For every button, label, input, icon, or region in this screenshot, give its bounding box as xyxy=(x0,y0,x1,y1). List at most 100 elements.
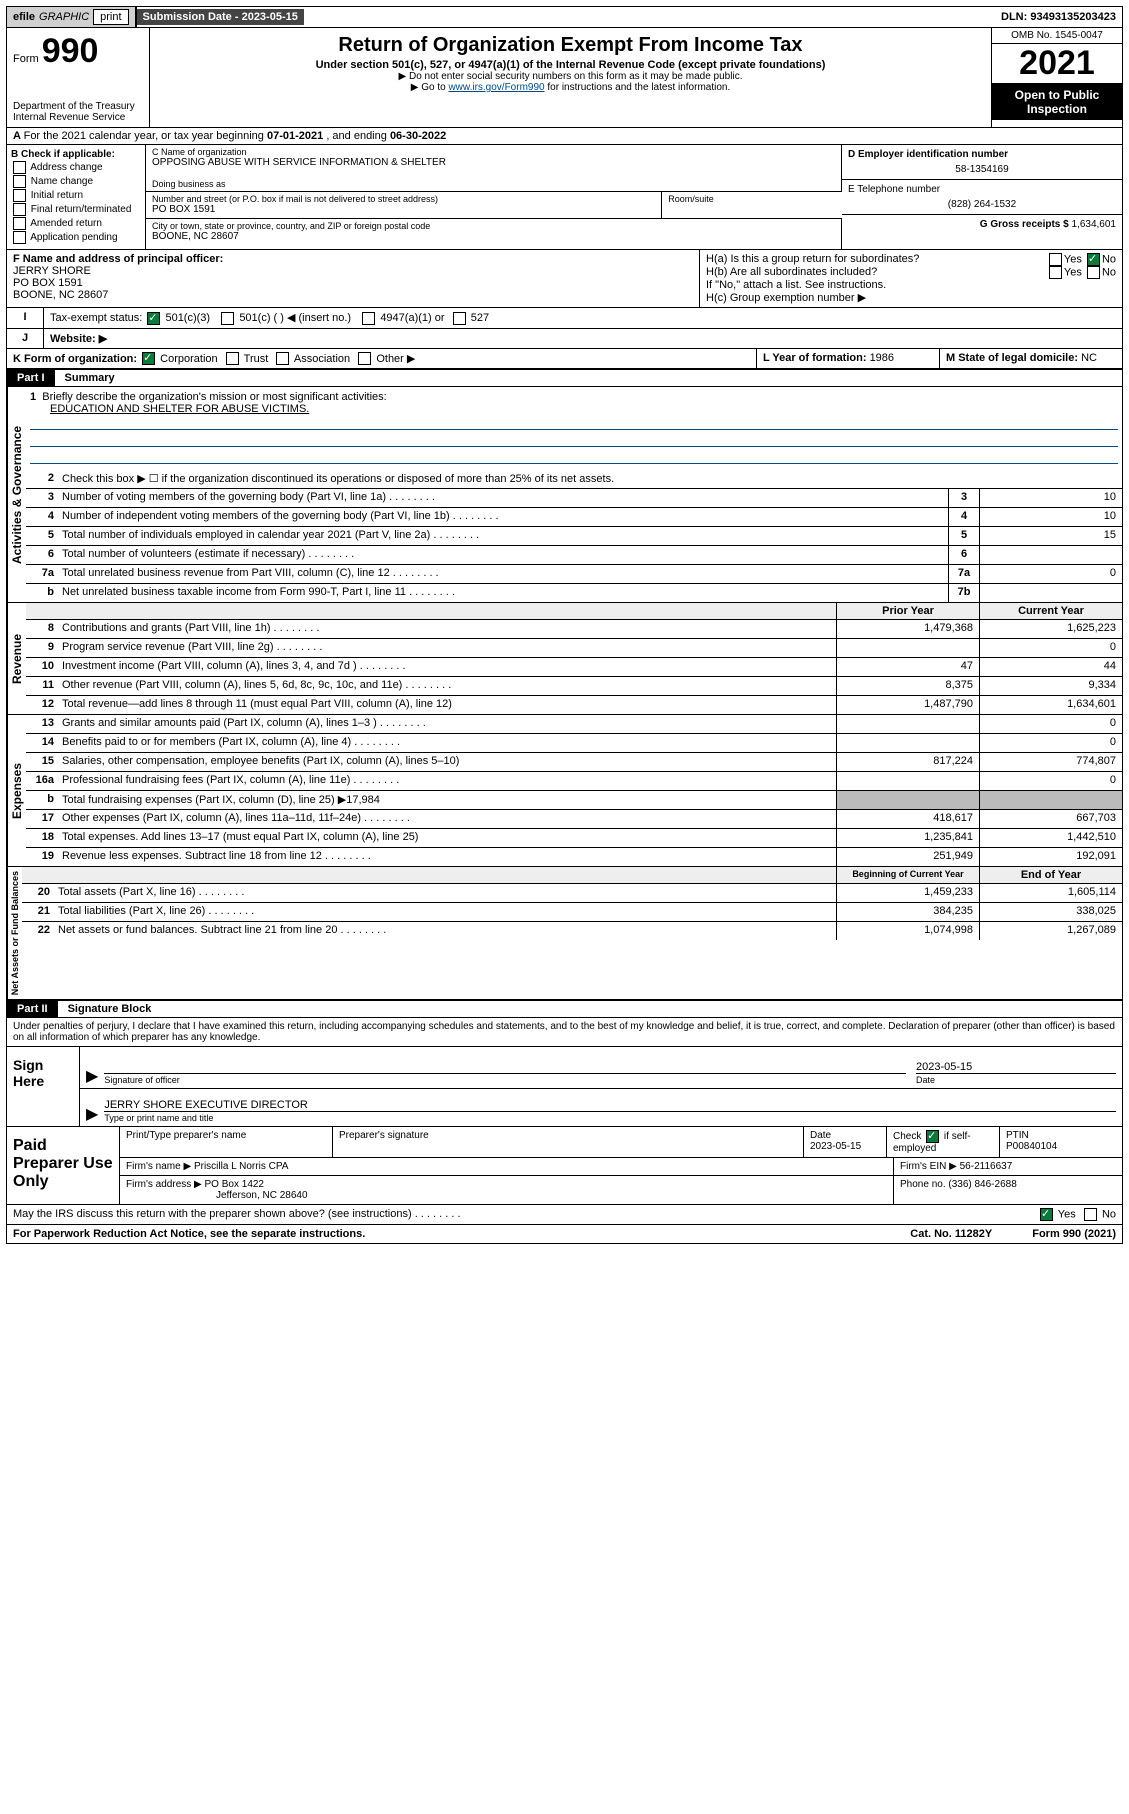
checkbox-icon[interactable] xyxy=(1087,266,1100,279)
form-title: Return of Organization Exempt From Incom… xyxy=(156,34,985,57)
checkbox-icon[interactable] xyxy=(221,312,234,325)
val-5: 15 xyxy=(979,527,1122,545)
checkbox-icon[interactable] xyxy=(1049,253,1062,266)
firm-name: Priscilla L Norris CPA xyxy=(194,1161,288,1172)
vlabel-expenses: Expenses xyxy=(7,715,26,866)
form-header: Form 990 Department of the Treasury Inte… xyxy=(6,28,1123,128)
checkbox-icon[interactable] xyxy=(13,231,26,244)
footer: For Paperwork Reduction Act Notice, see … xyxy=(6,1225,1123,1244)
net-assets-block: Net Assets or Fund Balances Beginning of… xyxy=(6,867,1123,1000)
top-bar: efile GRAPHIC print Submission Date - 20… xyxy=(6,6,1123,28)
val-4: 10 xyxy=(979,508,1122,526)
checkbox-icon[interactable] xyxy=(13,161,26,174)
form-word: Form xyxy=(13,53,39,65)
section-k: K Form of organization: Corporation Trus… xyxy=(6,349,1123,370)
pra-notice: For Paperwork Reduction Act Notice, see … xyxy=(13,1228,365,1240)
discuss-row: May the IRS discuss this return with the… xyxy=(6,1205,1123,1225)
col-d: D Employer identification number 58-1354… xyxy=(842,145,1122,249)
val-3: 10 xyxy=(979,489,1122,507)
b-opt-initial: Initial return xyxy=(11,189,141,202)
checkbox-icon[interactable] xyxy=(13,189,26,202)
b-opt-pending: Application pending xyxy=(11,231,141,244)
submission-date: Submission Date - 2023-05-15 xyxy=(137,9,304,25)
revenue-block: Revenue Prior YearCurrent Year 8Contribu… xyxy=(6,603,1123,715)
checkbox-icon[interactable] xyxy=(362,312,375,325)
checkbox-icon[interactable] xyxy=(13,217,26,230)
org-name-box: C Name of organization OPPOSING ABUSE WI… xyxy=(146,145,842,192)
checkbox-icon[interactable] xyxy=(358,352,371,365)
checkbox-icon[interactable] xyxy=(1084,1208,1097,1221)
checkbox-icon[interactable] xyxy=(276,352,289,365)
val-7b xyxy=(979,584,1122,602)
header-right: OMB No. 1545-0047 2021 Open to Public In… xyxy=(991,28,1122,127)
section-a: A For the 2021 calendar year, or tax yea… xyxy=(6,128,1123,145)
checkbox-checked-icon[interactable] xyxy=(147,312,160,325)
street-box: Number and street (or P.O. box if mail i… xyxy=(146,192,662,218)
subtitle-2: ▶ Do not enter social security numbers o… xyxy=(156,71,985,82)
checkbox-checked-icon[interactable] xyxy=(926,1130,939,1143)
section-j: J Website: ▶ xyxy=(6,329,1123,349)
checkbox-icon[interactable] xyxy=(13,203,26,216)
form-ref: Form 990 (2021) xyxy=(1032,1228,1116,1240)
city: BOONE, NC 28607 xyxy=(152,231,835,242)
col-b: B Check if applicable: Address change Na… xyxy=(7,145,146,249)
expenses-block: Expenses 13Grants and similar amounts pa… xyxy=(6,715,1123,867)
paid-label: Paid Preparer Use Only xyxy=(7,1127,120,1204)
tax-year: 2021 xyxy=(992,44,1122,84)
b-label: B Check if applicable: xyxy=(11,149,141,160)
room-box: Room/suite xyxy=(662,192,842,218)
omb-number: OMB No. 1545-0047 xyxy=(992,28,1122,44)
section-fh: F Name and address of principal officer:… xyxy=(6,250,1123,308)
b-opt-address: Address change xyxy=(11,161,141,174)
efile-badge: efile GRAPHIC print xyxy=(7,7,137,27)
checkbox-icon[interactable] xyxy=(226,352,239,365)
print-button[interactable]: print xyxy=(93,9,128,25)
checkbox-checked-icon[interactable] xyxy=(142,352,155,365)
officer-signed: JERRY SHORE EXECUTIVE DIRECTOR xyxy=(104,1099,1116,1111)
graphic-text: GRAPHIC xyxy=(39,11,89,23)
checkbox-checked-icon[interactable] xyxy=(1087,253,1100,266)
part-2-header: Part II Signature Block xyxy=(6,1000,1123,1018)
ein-box: D Employer identification number 58-1354… xyxy=(842,145,1122,180)
year-formation: L Year of formation: 1986 xyxy=(756,349,939,369)
vlabel-governance: Activities & Governance xyxy=(7,387,26,602)
sign-block: Sign Here ▶ Signature of officer 2023-05… xyxy=(6,1047,1123,1127)
val-6 xyxy=(979,546,1122,564)
cat-no: Cat. No. 11282Y xyxy=(910,1228,992,1240)
b-opt-amended: Amended return xyxy=(11,217,141,230)
activities-governance: Activities & Governance 1 Briefly descri… xyxy=(6,387,1123,603)
section-i: I Tax-exempt status: 501(c)(3) 501(c) ( … xyxy=(6,308,1123,329)
checkbox-icon[interactable] xyxy=(13,175,26,188)
sign-here-label: Sign Here xyxy=(7,1047,79,1126)
officer-name: JERRY SHORE xyxy=(13,265,91,277)
gross-box: G Gross receipts $ 1,634,601 xyxy=(842,215,1122,234)
gross-receipts: 1,634,601 xyxy=(1072,219,1117,230)
dept-treasury: Department of the Treasury xyxy=(13,101,143,112)
checkbox-checked-icon[interactable] xyxy=(1040,1208,1053,1221)
checkbox-icon[interactable] xyxy=(453,312,466,325)
p8: 1,479,368 xyxy=(836,620,979,638)
arrow-icon: ▶ xyxy=(86,1104,98,1124)
city-box: City or town, state or province, country… xyxy=(146,218,842,249)
section-bcd: B Check if applicable: Address change Na… xyxy=(6,145,1123,250)
paid-preparer-block: Paid Preparer Use Only Print/Type prepar… xyxy=(6,1127,1123,1205)
efile-text: efile xyxy=(13,11,35,23)
org-name: OPPOSING ABUSE WITH SERVICE INFORMATION … xyxy=(152,157,835,168)
header-left: Form 990 Department of the Treasury Inte… xyxy=(7,28,150,127)
state-domicile: M State of legal domicile: NC xyxy=(939,349,1122,369)
sign-date: 2023-05-15 xyxy=(916,1061,1116,1073)
vlabel-revenue: Revenue xyxy=(7,603,26,714)
vlabel-net: Net Assets or Fund Balances xyxy=(7,867,22,999)
dln: DLN: 93493135203423 xyxy=(995,9,1122,25)
checkbox-icon[interactable] xyxy=(1049,266,1062,279)
arrow-icon: ▶ xyxy=(86,1066,98,1086)
open-inspection: Open to Public Inspection xyxy=(992,84,1122,120)
irs-link[interactable]: www.irs.gov/Form990 xyxy=(448,82,544,93)
subtitle-1: Under section 501(c), 527, or 4947(a)(1)… xyxy=(156,59,985,71)
c8: 1,625,223 xyxy=(979,620,1122,638)
irs-label: Internal Revenue Service xyxy=(13,112,143,123)
ptin: P00840104 xyxy=(1006,1141,1057,1152)
b-opt-final: Final return/terminated xyxy=(11,203,141,216)
ein: 58-1354169 xyxy=(848,160,1116,175)
header-center: Return of Organization Exempt From Incom… xyxy=(150,28,991,127)
